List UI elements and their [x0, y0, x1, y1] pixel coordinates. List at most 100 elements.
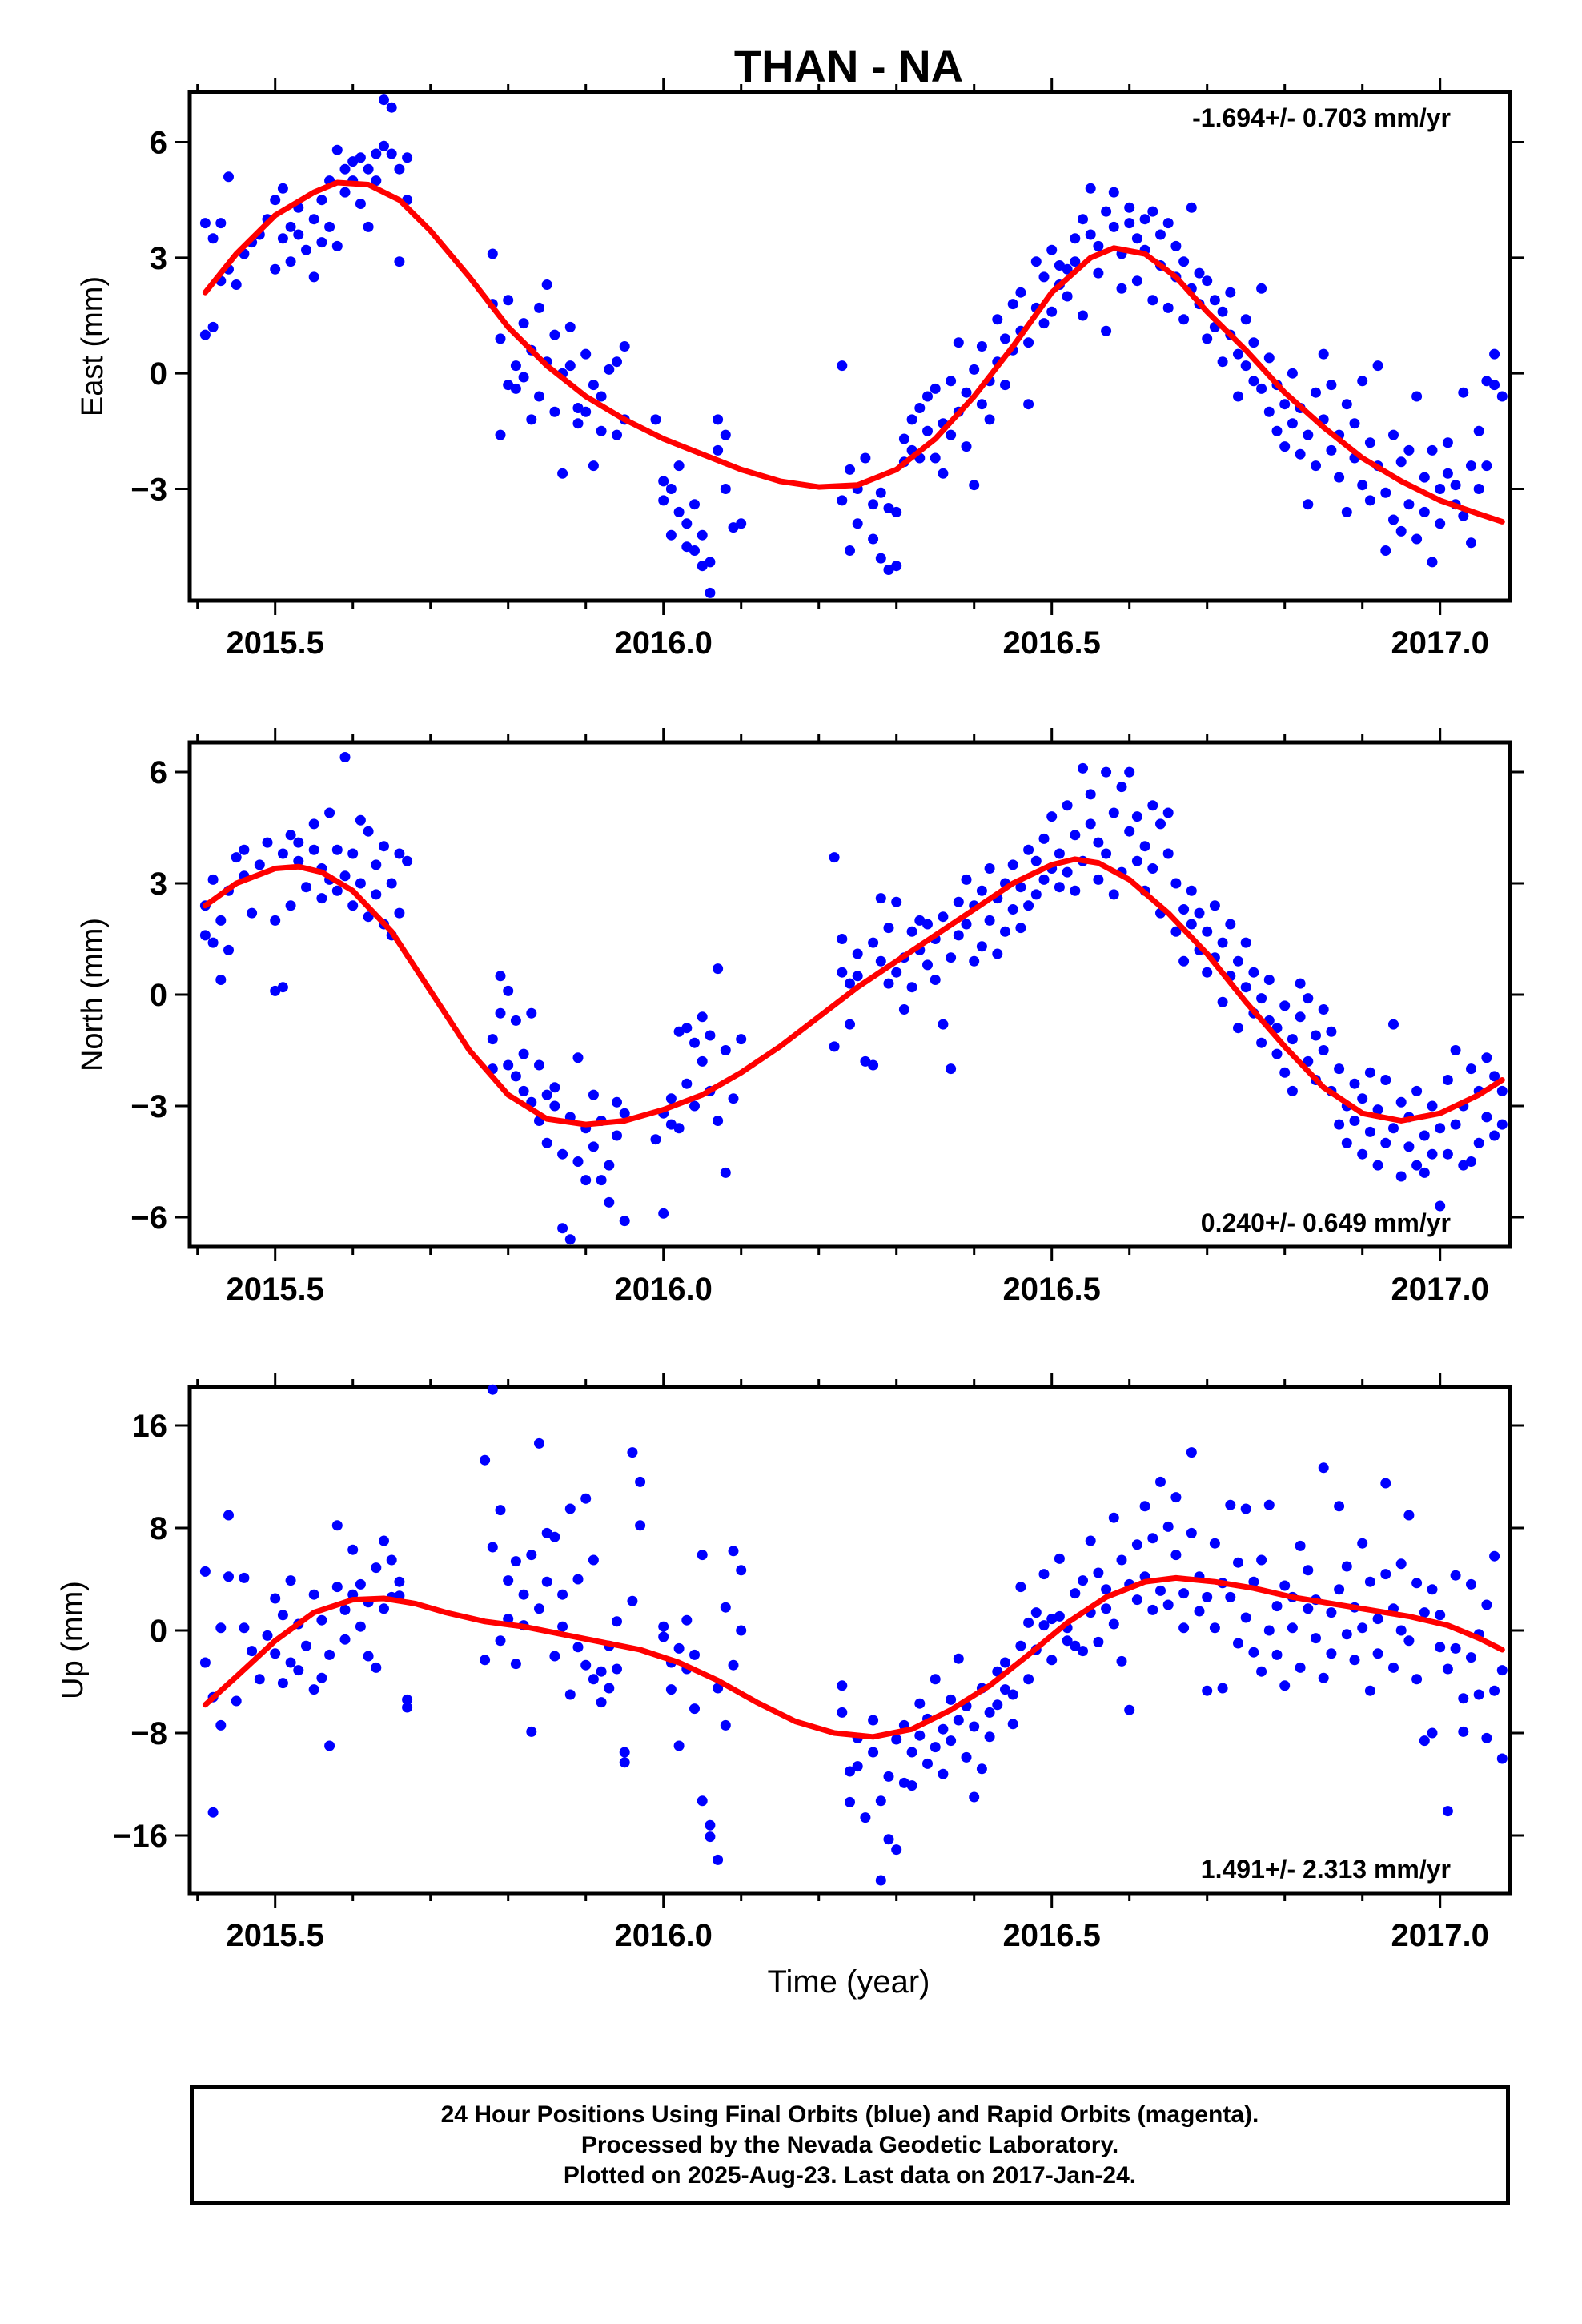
data-point	[1349, 1116, 1360, 1126]
data-point	[223, 944, 234, 955]
data-point	[588, 460, 599, 472]
data-point	[1318, 1045, 1329, 1055]
data-point	[588, 1554, 599, 1566]
east-rate-label: -1.694+/- 0.703 mm/yr	[1192, 103, 1451, 132]
data-point	[1131, 1539, 1142, 1550]
data-point	[1411, 1578, 1423, 1589]
data-point	[596, 425, 607, 436]
data-point	[1427, 1148, 1438, 1160]
data-point	[1155, 1476, 1166, 1487]
data-point	[1062, 866, 1073, 878]
data-point	[386, 1554, 397, 1566]
data-point	[285, 900, 296, 911]
data-point	[658, 1208, 669, 1219]
data-point	[658, 1621, 669, 1632]
data-point	[331, 1582, 343, 1593]
data-point	[1101, 1603, 1112, 1614]
data-point	[1279, 399, 1291, 410]
data-point	[1372, 1160, 1383, 1171]
data-point	[487, 1034, 498, 1045]
data-point	[371, 1562, 382, 1574]
data-point	[270, 263, 281, 275]
data-point	[1070, 1640, 1081, 1651]
data-point	[1101, 766, 1112, 778]
data-point	[487, 248, 498, 259]
data-point	[371, 175, 382, 187]
footer-note-box: 24 Hour Positions Using Final Orbits (bl…	[190, 2085, 1510, 2205]
data-point	[1162, 218, 1174, 229]
data-point	[526, 1550, 537, 1561]
data-point	[665, 484, 677, 494]
data-point	[1427, 1100, 1438, 1112]
data-point	[1178, 1622, 1190, 1634]
data-point	[1364, 1126, 1375, 1137]
data-point	[705, 1030, 716, 1041]
data-point	[1334, 1584, 1345, 1595]
x-tick-label: 2017.0	[1391, 1272, 1489, 1307]
data-point	[852, 948, 863, 959]
y-tick-label: 0	[150, 356, 167, 392]
data-point	[1318, 348, 1329, 360]
data-point	[976, 885, 987, 896]
data-point	[883, 978, 894, 989]
data-point	[572, 1642, 584, 1653]
data-point	[946, 952, 957, 963]
data-point	[1481, 1732, 1492, 1743]
data-point	[1442, 1806, 1453, 1817]
data-point	[1030, 889, 1042, 900]
data-point	[1326, 1026, 1337, 1037]
data-point	[564, 1503, 576, 1514]
data-point	[518, 1589, 529, 1600]
x-tick-label: 2016.5	[1003, 1918, 1101, 1953]
data-point	[308, 1684, 319, 1695]
data-point	[953, 930, 964, 941]
data-point	[1287, 418, 1298, 429]
data-point	[1101, 1584, 1112, 1595]
data-point	[969, 955, 980, 967]
data-point	[1496, 1085, 1508, 1096]
data-point	[1481, 460, 1492, 472]
north-rate-label: 0.240+/- 0.649 mm/yr	[1201, 1208, 1451, 1237]
x-tick-label: 2017.0	[1391, 625, 1489, 661]
data-point	[1000, 1657, 1010, 1668]
data-point	[1217, 937, 1228, 948]
data-point	[285, 830, 296, 841]
data-point	[1007, 299, 1018, 310]
data-point	[347, 156, 359, 167]
data-point	[347, 900, 359, 911]
data-point	[1209, 1622, 1220, 1634]
data-point	[627, 1447, 638, 1458]
data-point	[1380, 1137, 1391, 1148]
data-point	[837, 360, 848, 372]
data-point	[1435, 1200, 1446, 1212]
data-point	[1147, 1533, 1158, 1544]
data-point	[1240, 360, 1251, 372]
data-point	[689, 1703, 700, 1715]
data-point	[572, 1156, 584, 1167]
data-point	[199, 218, 211, 229]
data-point	[976, 341, 987, 352]
data-point	[386, 102, 397, 113]
data-point	[1388, 1019, 1399, 1030]
data-point	[612, 1663, 622, 1675]
data-point	[1217, 306, 1228, 317]
data-point	[930, 383, 941, 394]
data-point	[1256, 1554, 1267, 1566]
data-point	[1070, 1588, 1081, 1599]
data-point	[580, 1659, 592, 1671]
data-point	[1070, 885, 1081, 896]
data-point	[1162, 848, 1174, 859]
data-point	[518, 372, 529, 383]
data-point	[1202, 967, 1213, 978]
data-point	[379, 94, 389, 106]
data-point	[837, 1707, 848, 1718]
data-point	[906, 926, 917, 937]
data-point	[665, 1093, 677, 1104]
data-point	[518, 318, 529, 329]
data-point	[510, 1659, 521, 1670]
data-point	[580, 406, 592, 417]
data-point	[1078, 214, 1088, 225]
data-point	[1093, 874, 1104, 885]
data-point	[1311, 1030, 1321, 1041]
data-point	[1240, 1503, 1251, 1514]
